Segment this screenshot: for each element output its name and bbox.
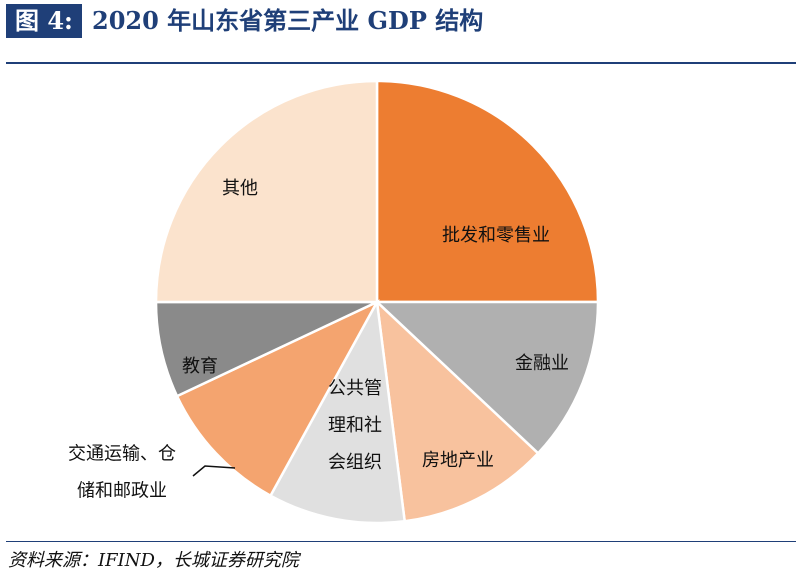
pie-label-1: 批发和零售业 xyxy=(442,225,550,246)
pie-label-2: 金融业 xyxy=(515,353,569,374)
bottom-divider xyxy=(6,541,796,542)
pie-slice-1 xyxy=(375,79,600,304)
pie-label-7: 其他 xyxy=(222,178,258,199)
pie-label-5: 交通运输、仓储和邮政业 xyxy=(68,444,176,502)
pie-label-4: 公共管理和社会组织 xyxy=(328,378,382,473)
pie-slice-2 xyxy=(373,300,600,456)
pie-slice-4 xyxy=(268,298,407,525)
pie-label-3: 房地产业 xyxy=(422,450,494,471)
pie-leader-line xyxy=(192,465,236,477)
source-note: 资料来源：IFIND，长城证券研究院 xyxy=(8,550,299,571)
pie-label-6: 教育 xyxy=(182,356,218,377)
chart-title: 2020 年山东省第三产业 GDP 结构 xyxy=(92,6,484,35)
pie-slice-7 xyxy=(154,79,379,304)
pie-slice-5 xyxy=(175,299,380,498)
figure-number-badge: 图 4: xyxy=(6,4,82,38)
top-divider xyxy=(6,62,796,64)
pie-slice-3 xyxy=(375,298,540,523)
